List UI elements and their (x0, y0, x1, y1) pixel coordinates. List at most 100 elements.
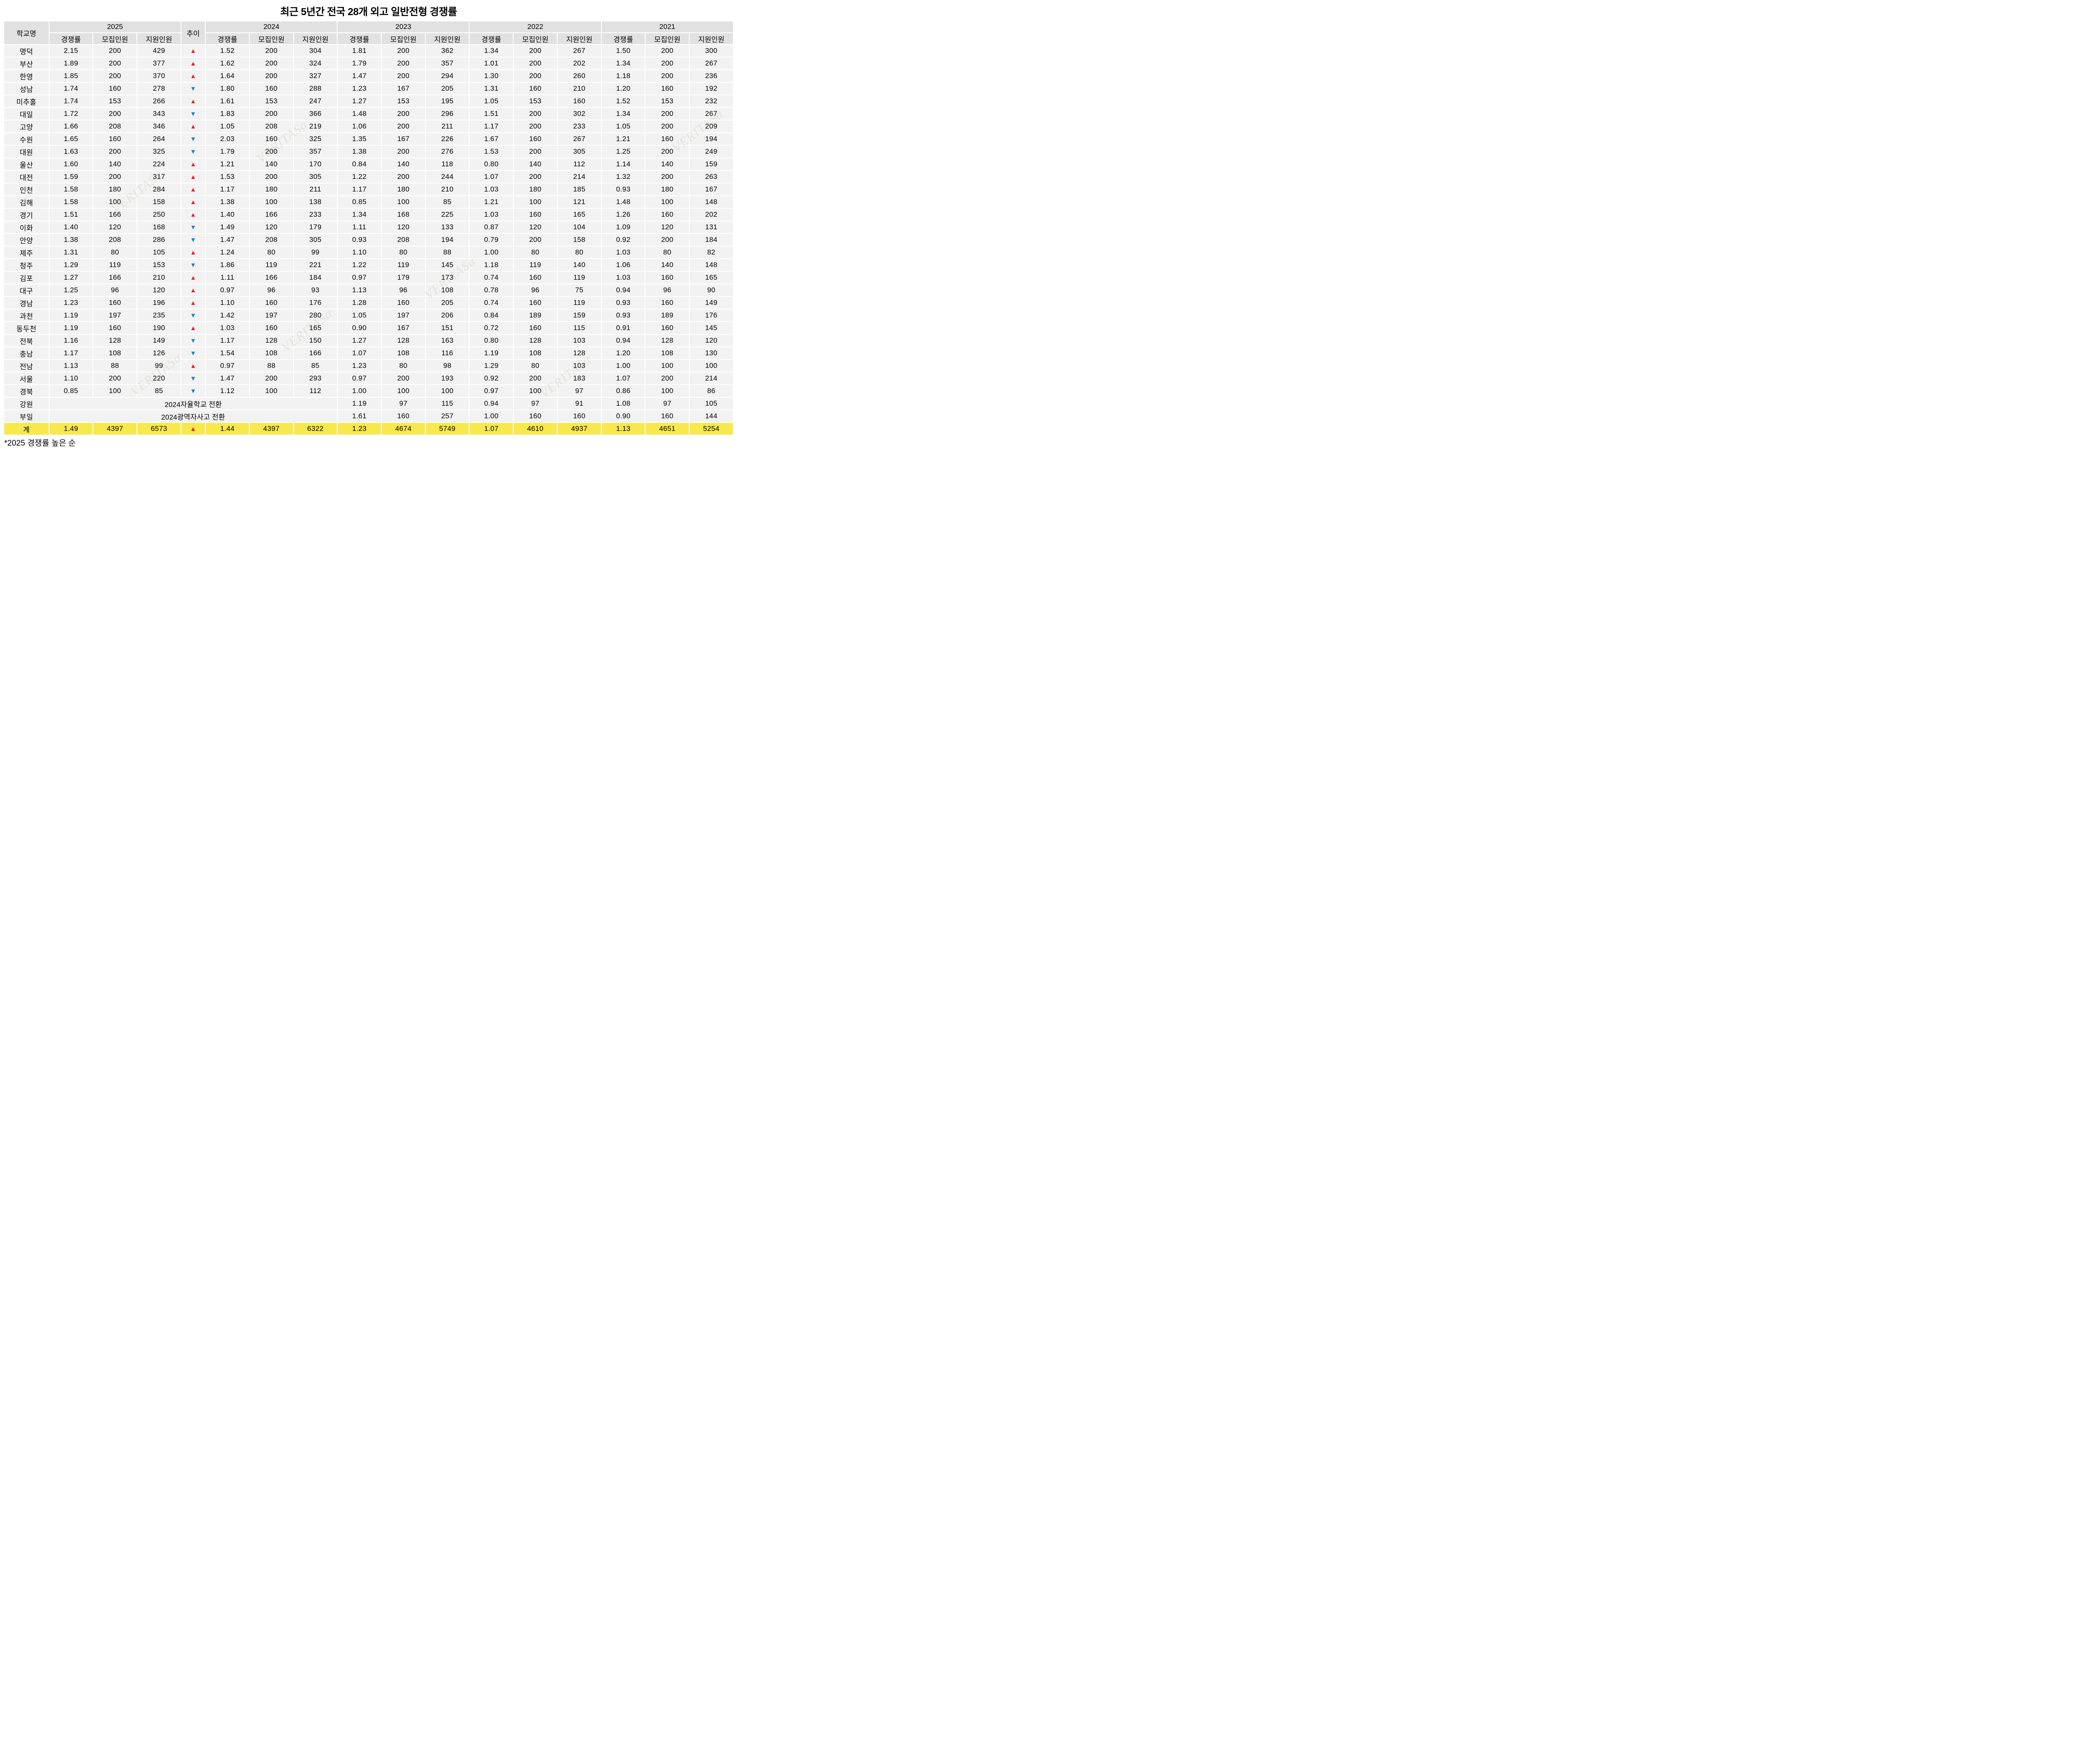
applicants-cell: 90 (690, 284, 733, 296)
rate-cell: 0.94 (601, 335, 645, 346)
table-row: 제주 1.31 80 105 ▲ 1.24 80 99 1.10 80 88 1.00 80 80 1.03… (4, 247, 733, 258)
applicants-cell: 233 (294, 209, 337, 220)
trend-cell: ▲ (181, 423, 205, 435)
header-row-metrics: 경쟁률 모집인원 지원인원 경쟁률 모집인원 지원인원 경쟁률 모집인원 지원인… (4, 33, 733, 44)
rate-cell: 0.78 (470, 284, 513, 296)
rate-cell: 1.67 (470, 133, 513, 145)
rate-cell: 1.31 (470, 83, 513, 94)
rate-cell: 1.26 (601, 209, 645, 220)
recruit-cell: 200 (381, 58, 425, 69)
table-row: 경남 1.23 160 196 ▲ 1.10 160 176 1.28 160 205 0.74 160… (4, 297, 733, 309)
rate-cell: 1.00 (470, 410, 513, 422)
recruit-cell: 160 (646, 272, 689, 283)
school-name-cell: 미추홀 (4, 95, 49, 107)
header-year-2025: 2025 (49, 21, 181, 32)
trend-cell: ▲ (181, 360, 205, 372)
recruit-cell: 200 (249, 171, 293, 183)
applicants-cell: 105 (690, 398, 733, 409)
rate-cell: 1.79 (338, 58, 381, 69)
recruit-cell: 80 (514, 360, 557, 372)
applicants-cell: 165 (294, 322, 337, 334)
recruit-cell: 197 (249, 310, 293, 321)
applicants-cell: 370 (137, 70, 181, 82)
rate-cell: 0.92 (470, 373, 513, 384)
school-name-cell: 청주 (4, 259, 49, 271)
school-name-cell: 경북 (4, 385, 49, 397)
rate-cell: 0.74 (470, 272, 513, 283)
rate-cell: 1.25 (49, 284, 93, 296)
rate-cell: 1.03 (470, 209, 513, 220)
rate-cell: 1.19 (338, 398, 381, 409)
header-metric-applicants: 지원인원 (557, 33, 601, 44)
rate-cell: 1.27 (338, 95, 381, 107)
applicants-cell: 138 (294, 196, 337, 208)
recruit-cell: 160 (646, 322, 689, 334)
trend-down-icon: ▼ (190, 236, 197, 244)
recruit-cell: 160 (514, 209, 557, 220)
applicants-cell: 151 (425, 322, 469, 334)
school-name-cell: 김포 (4, 272, 49, 283)
applicants-cell: 108 (425, 284, 469, 296)
applicants-cell: 150 (294, 335, 337, 346)
applicants-cell: 235 (137, 310, 181, 321)
recruit-cell: 167 (381, 133, 425, 145)
table-row: 김해 1.58 100 158 ▲ 1.38 100 138 0.85 100 85 1.21 100 1… (4, 196, 733, 208)
table-row: 안양 1.38 208 286 ▼ 1.47 208 305 0.93 208 194 0.79 200… (4, 234, 733, 246)
applicants-cell: 377 (137, 58, 181, 69)
rate-cell: 0.93 (338, 234, 381, 246)
recruit-cell: 168 (381, 209, 425, 220)
recruit-cell: 200 (514, 146, 557, 157)
rate-cell: 1.05 (338, 310, 381, 321)
applicants-cell: 257 (425, 410, 469, 422)
recruit-cell: 200 (646, 146, 689, 157)
recruit-cell: 200 (93, 70, 137, 82)
rate-cell: 1.62 (206, 58, 249, 69)
table-row: 부산 1.89 200 377 ▲ 1.62 200 324 1.79 200 357 1.01 200… (4, 58, 733, 69)
recruit-cell: 140 (514, 158, 557, 170)
recruit-cell: 200 (646, 171, 689, 183)
applicants-cell: 183 (557, 373, 601, 384)
rate-cell: 0.94 (601, 284, 645, 296)
recruit-cell: 153 (93, 95, 137, 107)
table-row: 청주 1.29 119 153 ▼ 1.86 119 221 1.22 119 145 1.18 119… (4, 259, 733, 271)
rate-cell: 1.48 (601, 196, 645, 208)
applicants-cell: 210 (425, 184, 469, 195)
rate-cell: 0.84 (470, 310, 513, 321)
rate-cell: 1.49 (49, 423, 93, 435)
applicants-cell: 211 (425, 121, 469, 132)
trend-down-icon: ▼ (190, 350, 197, 357)
school-name-cell: 대구 (4, 284, 49, 296)
trend-cell: ▲ (181, 247, 205, 258)
trend-up-icon: ▲ (190, 123, 197, 130)
rate-cell: 1.17 (206, 335, 249, 346)
trend-up-icon: ▲ (190, 211, 197, 218)
header-year-2023: 2023 (338, 21, 469, 32)
rate-cell: 1.74 (49, 95, 93, 107)
recruit-cell: 167 (381, 322, 425, 334)
recruit-cell: 80 (93, 247, 137, 258)
rate-cell: 1.40 (49, 221, 93, 233)
school-name-cell: 경남 (4, 297, 49, 309)
applicants-cell: 159 (557, 310, 601, 321)
applicants-cell: 115 (557, 322, 601, 334)
rate-cell: 1.48 (338, 108, 381, 120)
applicants-cell: 184 (294, 272, 337, 283)
applicants-cell: 6322 (294, 423, 337, 435)
rate-cell: 0.79 (470, 234, 513, 246)
applicants-cell: 305 (294, 171, 337, 183)
rate-cell: 0.91 (601, 322, 645, 334)
school-name-cell: 부일 (4, 410, 49, 422)
rate-cell: 1.53 (206, 171, 249, 183)
school-name-cell: 한영 (4, 70, 49, 82)
rate-cell: 1.66 (49, 121, 93, 132)
recruit-cell: 160 (646, 209, 689, 220)
applicants-cell: 357 (294, 146, 337, 157)
recruit-cell: 140 (646, 158, 689, 170)
rate-cell: 1.17 (470, 121, 513, 132)
rate-cell: 1.00 (338, 385, 381, 397)
rate-cell: 1.23 (338, 83, 381, 94)
applicants-cell: 115 (425, 398, 469, 409)
recruit-cell: 160 (514, 297, 557, 309)
trend-cell: ▼ (181, 385, 205, 397)
trend-cell: ▼ (181, 335, 205, 346)
